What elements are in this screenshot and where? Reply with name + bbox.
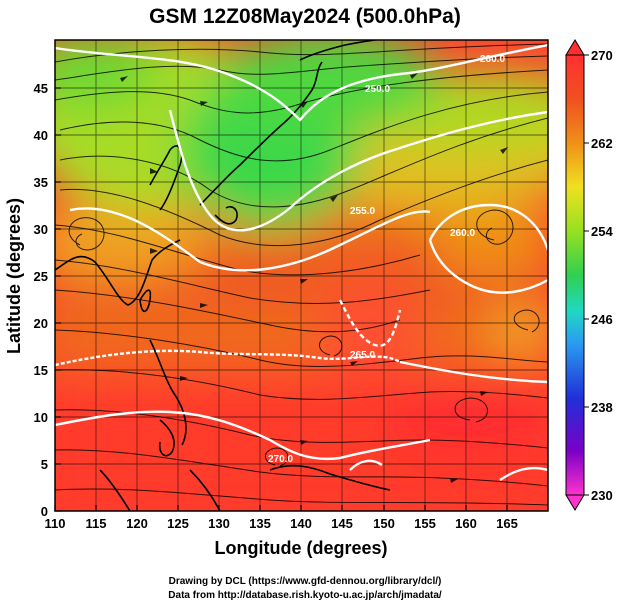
x-tick-labels: 110 115 120 125 130 135 140 145 150 155 … [45, 516, 518, 531]
colorbar-ticks [584, 54, 589, 496]
y-tick-label: 20 [34, 316, 48, 331]
contour-label: 260.0 [480, 54, 505, 65]
x-tick-label: 120 [126, 516, 148, 531]
y-tick-label: 10 [34, 410, 48, 425]
colorbar-gradient [565, 54, 585, 496]
colorbar: 270 262 254 246 238 230 [565, 39, 613, 511]
chart-title: GSM 12Z08May2024 (500.0hPa) [149, 5, 461, 28]
x-tick-label: 135 [249, 516, 271, 531]
contours [55, 43, 548, 481]
x-tick-label: 115 [86, 516, 107, 531]
x-tick-label: 160 [455, 516, 477, 531]
streamline-arrows [120, 73, 508, 483]
x-tick-label: 150 [373, 516, 395, 531]
y-tick-label: 5 [41, 457, 48, 472]
x-tick-label: 130 [208, 516, 230, 531]
x-tick-label: 145 [331, 516, 353, 531]
x-tick-label: 165 [496, 516, 518, 531]
y-tick-label: 15 [34, 363, 48, 378]
contour-label: 250.0 [365, 84, 390, 95]
contour-label: 255.0 [350, 206, 375, 217]
contour-label: 270.0 [268, 454, 293, 465]
y-tick-label: 40 [34, 128, 48, 143]
y-tick-label: 30 [34, 222, 48, 237]
x-ticks [54, 505, 508, 511]
contour-label: 265.0 [350, 350, 375, 361]
y-axis-title: Latitude (degrees) [4, 198, 24, 354]
colorbar-tick-label: 262 [591, 136, 613, 151]
x-tick-label: 125 [167, 516, 189, 531]
y-tick-label: 25 [34, 269, 48, 284]
colorbar-tick-label: 230 [591, 488, 613, 503]
x-tick-label: 155 [414, 516, 436, 531]
y-tick-labels: 0 5 10 15 20 25 30 35 40 45 [34, 81, 48, 519]
colorbar-bottom-arrow [565, 494, 585, 511]
colorbar-tick-label: 254 [591, 224, 613, 239]
contour-labels: 250.0 255.0 260.0 260.0 265.0 270.0 [268, 54, 505, 465]
coastlines [55, 40, 391, 511]
credit-drawing: Drawing by DCL (https://www.gfd-dennou.o… [169, 576, 442, 587]
colorbar-tick-labels: 270 262 254 246 238 230 [591, 48, 613, 503]
y-tick-label: 35 [34, 175, 48, 190]
x-tick-label: 140 [290, 516, 312, 531]
colorbar-tick-label: 246 [591, 312, 613, 327]
contour-label: 260.0 [450, 228, 475, 239]
colorbar-top-arrow [565, 39, 585, 56]
x-axis-title: Longitude (degrees) [214, 538, 387, 558]
y-tick-label: 45 [34, 81, 48, 96]
x-tick-label: 110 [45, 516, 66, 531]
colorbar-tick-label: 270 [591, 48, 613, 63]
credit-data: Data from http://database.rish.kyoto-u.a… [168, 590, 442, 601]
y-ticks [55, 87, 61, 512]
map-plot-area: 250.0 255.0 260.0 260.0 265.0 270.0 [55, 40, 548, 511]
colorbar-tick-label: 238 [591, 400, 613, 415]
y-tick-label: 0 [41, 504, 48, 519]
